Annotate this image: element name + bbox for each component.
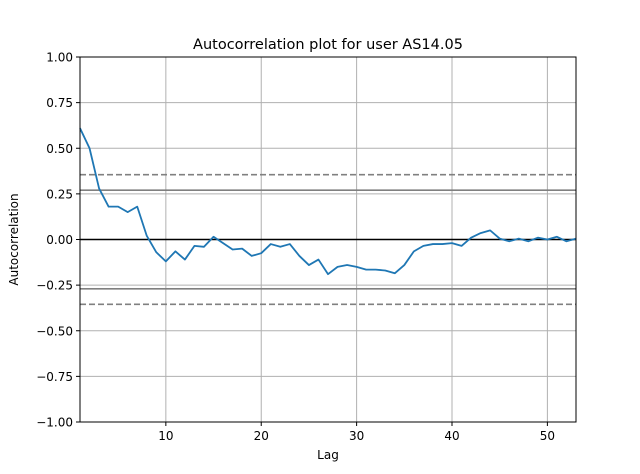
confidence-band-lines xyxy=(80,173,576,306)
y-tick-label: −0.50 xyxy=(36,324,73,338)
x-axis-label: Lag xyxy=(317,448,339,462)
y-tick-label: 0.75 xyxy=(46,96,73,110)
x-tick-label: 10 xyxy=(158,429,173,443)
series-layer xyxy=(79,127,577,276)
y-axis-label: Autocorrelation xyxy=(7,193,21,285)
y-tick-label: 0.25 xyxy=(46,187,73,201)
axis-ticks: 10 20 30 40 50 1.00 0.75 0.50 0.25 0.00 −0.25 −0.50… xyxy=(36,51,555,444)
autocorrelation-series-line xyxy=(79,127,577,276)
x-tick-label: 40 xyxy=(444,429,459,443)
x-tick-label: 50 xyxy=(540,429,555,443)
y-tick-label: 1.00 xyxy=(46,51,73,65)
chart-title: Autocorrelation plot for user AS14.05 xyxy=(193,37,463,53)
y-tick-label: −1.00 xyxy=(36,416,73,430)
y-tick-label: 0.00 xyxy=(46,233,73,247)
y-tick-label: 0.50 xyxy=(46,142,73,156)
y-tick-label: −0.75 xyxy=(36,370,73,384)
x-tick-label: 30 xyxy=(349,429,364,443)
y-tick-label: −0.25 xyxy=(36,279,73,293)
x-tick-label: 20 xyxy=(254,429,269,443)
